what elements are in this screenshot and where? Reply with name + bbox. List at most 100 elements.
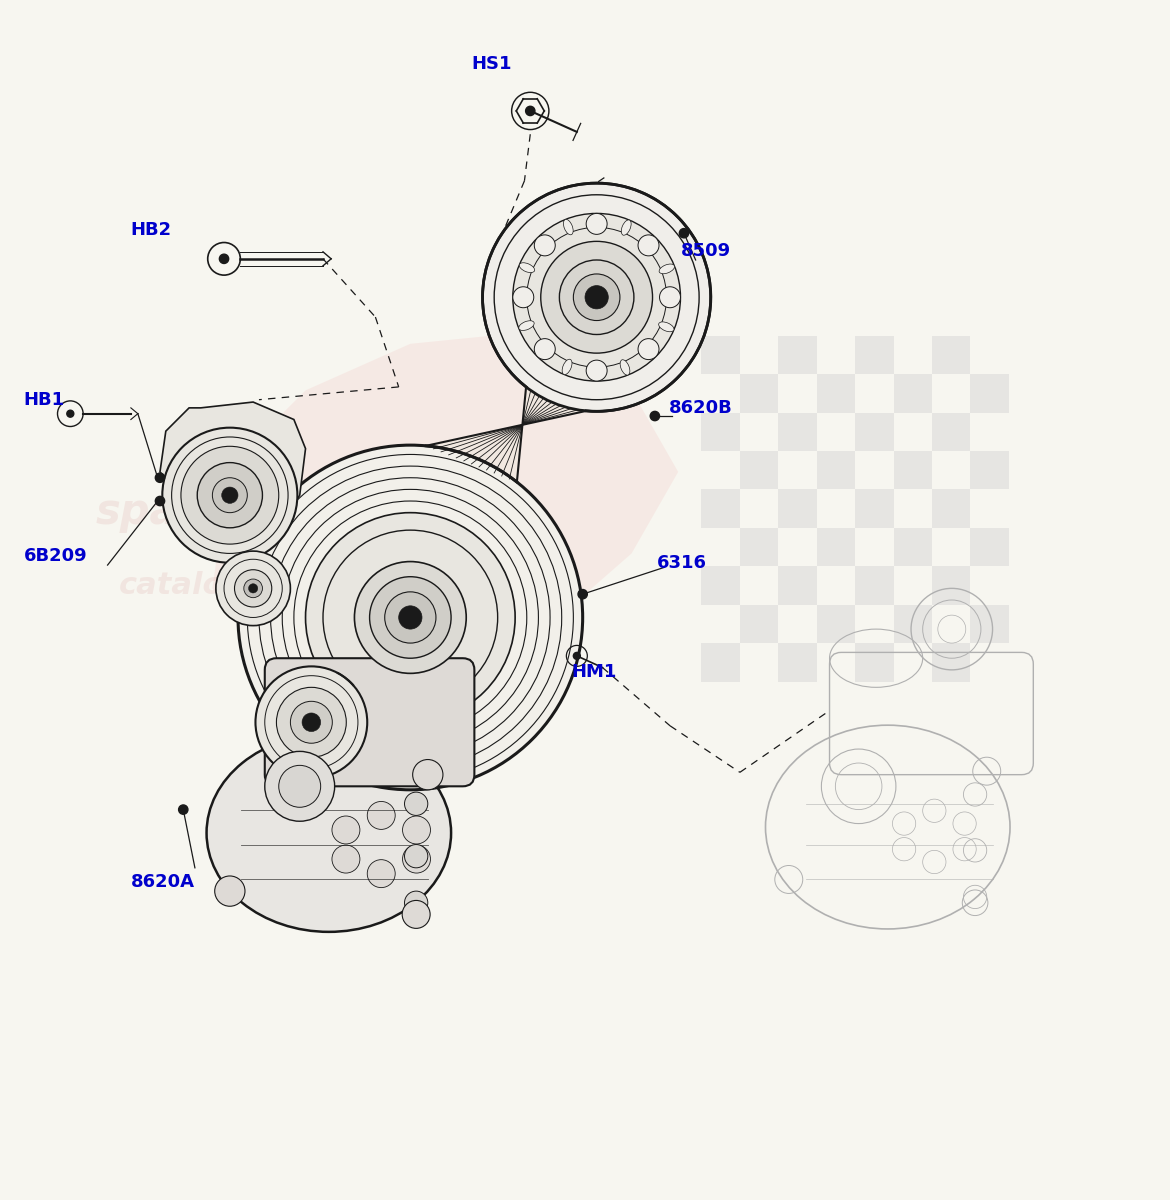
Circle shape	[181, 446, 278, 544]
Bar	[739, 528, 778, 566]
Bar	[702, 413, 739, 451]
Bar	[932, 413, 970, 451]
Circle shape	[290, 701, 332, 743]
Circle shape	[215, 876, 245, 906]
Circle shape	[559, 260, 634, 335]
Circle shape	[385, 592, 436, 643]
Circle shape	[238, 445, 583, 790]
Circle shape	[402, 816, 431, 844]
Circle shape	[525, 107, 535, 115]
Bar	[894, 451, 932, 490]
Bar	[702, 490, 739, 528]
Ellipse shape	[620, 360, 629, 376]
Circle shape	[278, 766, 321, 808]
Bar	[702, 566, 739, 605]
Text: catalogue: catalogue	[119, 571, 289, 600]
Text: HM1: HM1	[571, 664, 617, 682]
Circle shape	[163, 427, 297, 563]
Bar	[932, 490, 970, 528]
Circle shape	[243, 580, 262, 598]
Bar	[932, 336, 970, 374]
Bar	[817, 605, 855, 643]
Bar	[894, 528, 932, 566]
Bar	[855, 566, 894, 605]
Circle shape	[179, 805, 188, 815]
Text: 8620A: 8620A	[131, 872, 195, 890]
Text: 6316: 6316	[658, 553, 707, 571]
Ellipse shape	[518, 320, 535, 330]
Circle shape	[255, 666, 367, 778]
Circle shape	[213, 478, 247, 512]
Circle shape	[221, 487, 238, 503]
FancyBboxPatch shape	[264, 659, 474, 786]
Circle shape	[332, 816, 360, 844]
Circle shape	[405, 845, 428, 868]
Bar	[778, 566, 817, 605]
Ellipse shape	[659, 264, 675, 274]
Circle shape	[402, 845, 431, 874]
Ellipse shape	[621, 220, 631, 235]
Text: HS1: HS1	[472, 55, 511, 73]
Bar	[970, 374, 1009, 413]
Bar	[702, 643, 739, 682]
Bar	[855, 643, 894, 682]
Circle shape	[586, 214, 607, 234]
Circle shape	[586, 360, 607, 382]
Circle shape	[216, 551, 290, 625]
Polygon shape	[263, 673, 353, 752]
Text: spareParts: spareParts	[96, 491, 349, 533]
Ellipse shape	[207, 734, 452, 932]
Circle shape	[198, 462, 262, 528]
Circle shape	[573, 653, 580, 659]
Circle shape	[638, 235, 659, 256]
Text: 6B209: 6B209	[23, 547, 88, 565]
Bar	[932, 643, 970, 682]
Bar	[817, 374, 855, 413]
Circle shape	[585, 286, 608, 308]
Bar	[702, 336, 739, 374]
Ellipse shape	[564, 220, 573, 235]
Circle shape	[651, 412, 660, 421]
Circle shape	[482, 184, 710, 412]
Circle shape	[405, 792, 428, 816]
Bar	[855, 336, 894, 374]
Circle shape	[541, 241, 653, 353]
Bar	[932, 566, 970, 605]
Circle shape	[219, 254, 228, 264]
Circle shape	[638, 338, 659, 360]
Bar	[855, 413, 894, 451]
Circle shape	[413, 760, 443, 790]
Circle shape	[512, 214, 681, 382]
Bar	[778, 643, 817, 682]
Text: 8620B: 8620B	[669, 398, 732, 416]
Text: HB2: HB2	[131, 221, 172, 239]
Circle shape	[512, 287, 534, 307]
Bar	[817, 528, 855, 566]
Circle shape	[578, 589, 587, 599]
Circle shape	[405, 892, 428, 914]
Circle shape	[67, 410, 74, 418]
Bar	[894, 605, 932, 643]
Circle shape	[302, 713, 321, 732]
Bar	[778, 413, 817, 451]
Circle shape	[248, 583, 257, 593]
Circle shape	[660, 287, 681, 307]
Circle shape	[399, 606, 422, 629]
Circle shape	[276, 688, 346, 757]
Bar	[739, 605, 778, 643]
Text: HB1: HB1	[23, 391, 64, 409]
Bar	[970, 451, 1009, 490]
Polygon shape	[160, 402, 305, 530]
Polygon shape	[426, 386, 586, 482]
Bar	[778, 490, 817, 528]
Circle shape	[367, 859, 395, 888]
Bar	[739, 451, 778, 490]
Circle shape	[305, 512, 515, 722]
Ellipse shape	[659, 322, 674, 331]
Polygon shape	[213, 332, 679, 694]
Bar	[817, 451, 855, 490]
Bar	[739, 374, 778, 413]
Circle shape	[234, 570, 271, 607]
Circle shape	[332, 845, 360, 874]
Bar	[778, 336, 817, 374]
